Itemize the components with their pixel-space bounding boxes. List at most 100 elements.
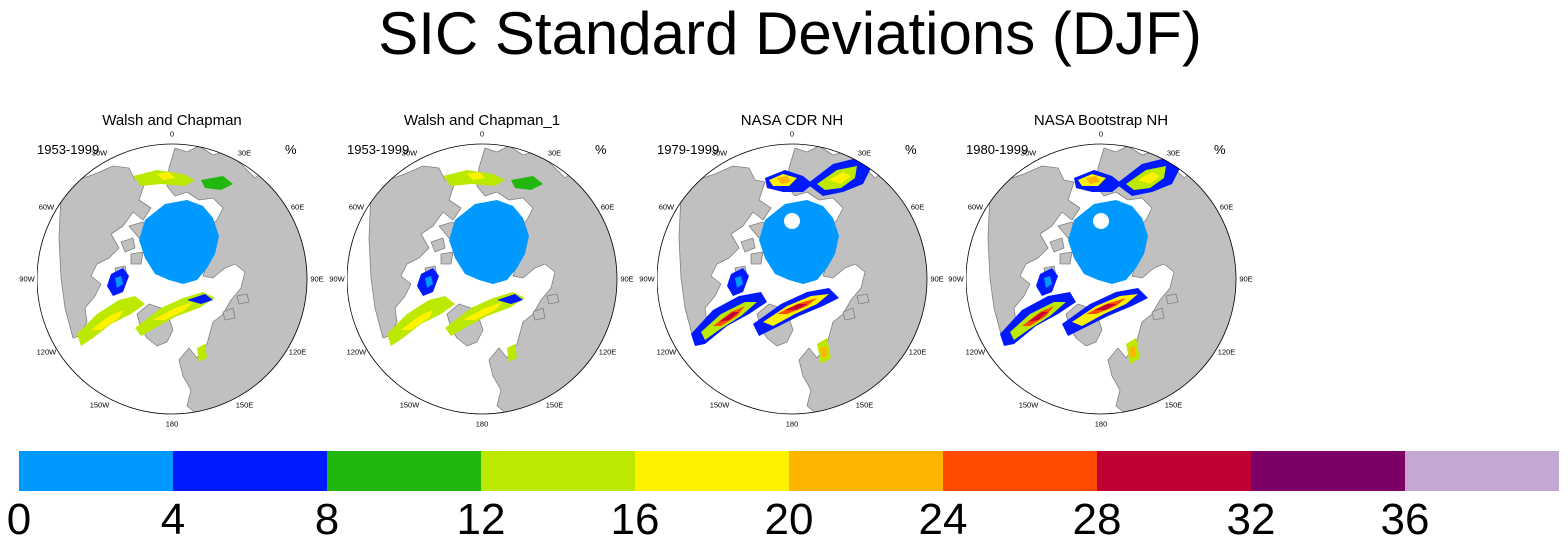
colorbar-tick-label: 16 [610,495,660,544]
sic-contour-fill [1138,172,1160,184]
longitude-label: 180 [785,419,799,429]
longitude-label: 90W [948,274,964,284]
land-area [1165,293,1179,305]
sic-contour-fill [719,312,739,322]
longitude-label: 60W [38,202,55,211]
map-panel: Walsh and Chapman 1953-1999% 180 150E 120E 90… [19,108,337,429]
longitude-label: 120W [36,347,57,356]
longitude-label: 90E [310,274,324,284]
longitude-label: 120W [656,347,677,356]
sic-contour-fill [1028,312,1048,322]
colorbar-tick-label: 32 [1226,495,1276,544]
land-group [368,145,617,414]
longitude-label: 60E [910,202,925,211]
map-panel: NASA CDR NH 1979-1999% 180 150E 120E 90E 60E 30… [639,108,957,429]
map-boundary [37,143,308,415]
colorbar-segment [173,451,327,491]
longitude-label: 180 [475,419,489,429]
longitude-label: 0 [1098,129,1104,139]
sic-contour-fill [187,294,213,304]
colorbar [19,451,1559,491]
polar-map [347,143,618,415]
longitude-label: 120E [288,347,307,356]
colorbar-segment [327,451,481,491]
period-label: 1953-1999 [347,142,410,157]
sic-contour-fill [197,344,207,362]
sic-contour-fill [497,294,523,304]
longitude-label: 150E [545,400,564,410]
panel-title: Walsh and Chapman [102,112,242,129]
sic-contour-fill [115,276,123,288]
sea-ice-field [387,170,543,362]
period-label: 1953-1999 [37,142,100,157]
longitude-label: 90W [329,274,345,284]
figure-title: SIC Standard Deviations (DJF) [378,0,1202,67]
sic-contour-fill [467,172,485,180]
colorbar-segment [635,451,789,491]
sic-contour-fill [1086,176,1100,184]
longitude-label: 30E [237,148,252,158]
colorbar-tick-label: 28 [1072,495,1122,544]
polar-map [657,143,928,415]
sic-contour-fill [401,310,433,330]
colorbar-tick-label: 0 [6,495,32,544]
period-label: 1980-1999 [966,142,1029,157]
land-area [750,251,764,265]
land-area [842,307,856,321]
longitude-label: 120E [598,347,617,356]
longitude-label: 60W [967,202,984,211]
land-area [222,307,236,321]
colorbar-segment [1251,451,1405,491]
longitude-label: 150E [855,400,874,410]
longitude-label: 90E [620,274,634,284]
longitude-label: 60W [658,202,675,211]
sic-contour-fill [507,344,517,362]
sic-contour-fill [785,304,807,310]
longitude-label: 0 [789,129,795,139]
longitude-label: 120E [1217,347,1236,356]
land-area [856,293,870,305]
colorbar-tick-label: 12 [456,495,506,544]
longitude-label: 120W [965,347,986,356]
longitude-label: 30E [547,148,562,158]
units-label: % [595,142,607,157]
land-area [430,237,446,253]
period-label: 1979-1999 [657,142,720,157]
polar-map [37,143,308,415]
sic-contour-fill [201,176,233,190]
longitude-label: 30E [1166,148,1181,158]
units-label: % [285,142,297,157]
longitude-label: 150W [709,400,730,410]
colorbar-tick-label: 24 [918,495,968,544]
polar-map [966,143,1237,415]
land-area [1059,251,1073,265]
land-area [1049,237,1065,253]
land-area [440,251,454,265]
colorbar-segment [1405,451,1559,491]
longitude-label: 120E [908,347,927,356]
land-area [1151,307,1165,321]
longitude-label: 30W [401,148,418,158]
colorbar-tick-label: 8 [314,495,340,544]
sic-contour-fill [829,172,851,184]
units-label: % [905,142,917,157]
land-area [130,251,144,265]
map-boundary [657,143,928,415]
land-area [532,307,546,321]
longitude-label: 90E [1239,274,1253,284]
longitude-label: 150E [1164,400,1183,410]
sic-contour-fill [425,276,433,288]
longitude-label: 0 [169,129,175,139]
longitude-label: 60E [290,202,305,211]
map-boundary [347,143,618,415]
sic-contour-fill [1044,276,1052,288]
sic-contour-fill [759,200,839,284]
longitude-label: 150W [1018,400,1039,410]
longitude-label: 30W [1020,148,1037,158]
panel-title: NASA CDR NH [740,112,844,129]
sea-ice-field [691,158,871,364]
land-area [236,293,250,305]
longitude-label: 30W [711,148,728,158]
longitude-label: 180 [165,419,179,429]
sic-contour-fill [820,346,827,358]
